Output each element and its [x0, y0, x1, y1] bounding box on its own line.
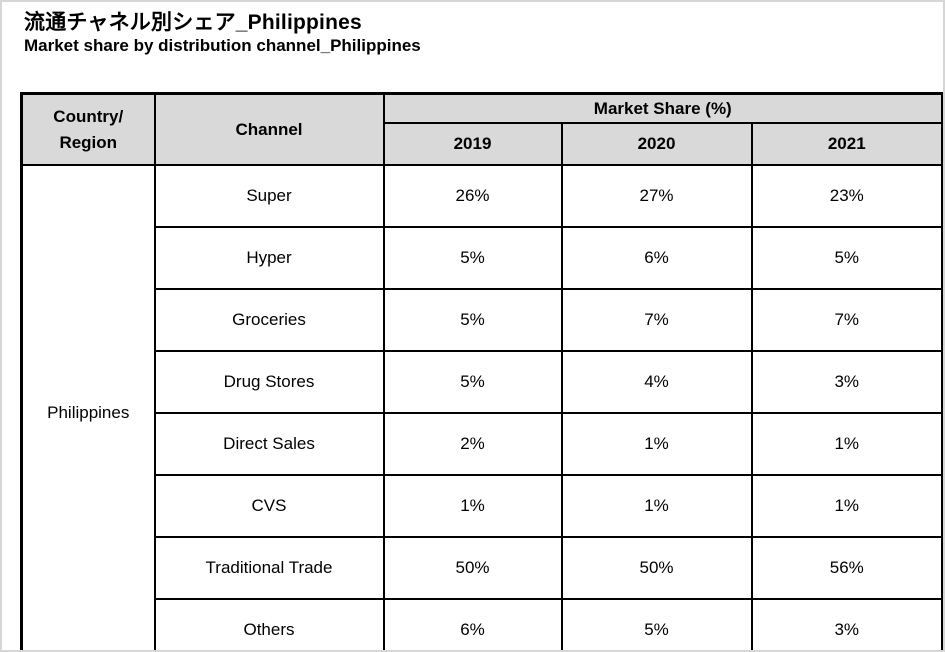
- value-cell: 1%: [560, 474, 753, 538]
- table-row-super: Philippines Super 26% 27% 23%: [20, 164, 943, 650]
- value-cell: 5%: [382, 288, 563, 352]
- channel-cell: CVS: [153, 474, 385, 538]
- header-channel: Channel: [153, 92, 385, 166]
- market-share-table: Country/ Region Channel Market Share (%)…: [20, 92, 943, 650]
- channel-cell: Hyper: [153, 226, 385, 290]
- value-cell: 7%: [750, 288, 943, 352]
- table-header-row-1: Country/ Region Channel Market Share (%): [20, 92, 943, 166]
- channel-cell: Others: [153, 598, 385, 650]
- channel-cell: Direct Sales: [153, 412, 385, 476]
- value-cell: 26%: [382, 164, 563, 228]
- header-market-share: Market Share (%): [382, 92, 943, 124]
- value-cell: 1%: [560, 412, 753, 476]
- value-cell: 1%: [382, 474, 563, 538]
- table-row-cvs: CVS 1% 1% 1%: [22, 474, 943, 538]
- value-cell: 5%: [750, 226, 943, 290]
- table-row-drug-stores: Drug Stores 5% 4% 3%: [22, 350, 943, 414]
- channel-cell: Super: [153, 164, 385, 228]
- value-cell: 6%: [560, 226, 753, 290]
- table-row-groceries: Groceries 5% 7% 7%: [22, 288, 943, 352]
- value-cell: 5%: [560, 598, 753, 650]
- channel-cell: Drug Stores: [153, 350, 385, 414]
- header-country-region: Country/ Region: [20, 92, 156, 166]
- value-cell: 6%: [382, 598, 563, 650]
- channel-cell: Groceries: [153, 288, 385, 352]
- channel-cell: Traditional Trade: [153, 536, 385, 600]
- value-cell: 7%: [560, 288, 753, 352]
- header-year-2021: 2021: [750, 122, 943, 166]
- value-cell: 1%: [750, 474, 943, 538]
- value-cell: 3%: [750, 350, 943, 414]
- header-year-2019: 2019: [382, 122, 563, 166]
- value-cell: 5%: [382, 350, 563, 414]
- value-cell: 4%: [560, 350, 753, 414]
- value-cell: 23%: [750, 164, 943, 228]
- value-cell: 27%: [560, 164, 753, 228]
- table-row-others: Others 6% 5% 3%: [22, 598, 943, 650]
- value-cell: 56%: [750, 536, 943, 600]
- table-row-direct-sales: Direct Sales 2% 1% 1%: [22, 412, 943, 476]
- table-header-row-2: 2019 2020 2021: [22, 122, 943, 166]
- value-cell: 1%: [750, 412, 943, 476]
- value-cell: 2%: [382, 412, 563, 476]
- value-cell: 3%: [750, 598, 943, 650]
- table-row-hyper: Hyper 5% 6% 5%: [22, 226, 943, 290]
- page-subtitle: Market share by distribution channel_Phi…: [24, 36, 421, 55]
- value-cell: 50%: [560, 536, 753, 600]
- value-cell: 50%: [382, 536, 563, 600]
- country-cell: Philippines: [20, 164, 156, 650]
- page-title: 流通チャネル別シェア_Philippines: [24, 11, 362, 34]
- value-cell: 5%: [382, 226, 563, 290]
- header-year-2020: 2020: [560, 122, 753, 166]
- table-row-traditional-trade: Traditional Trade 50% 50% 56%: [22, 536, 943, 600]
